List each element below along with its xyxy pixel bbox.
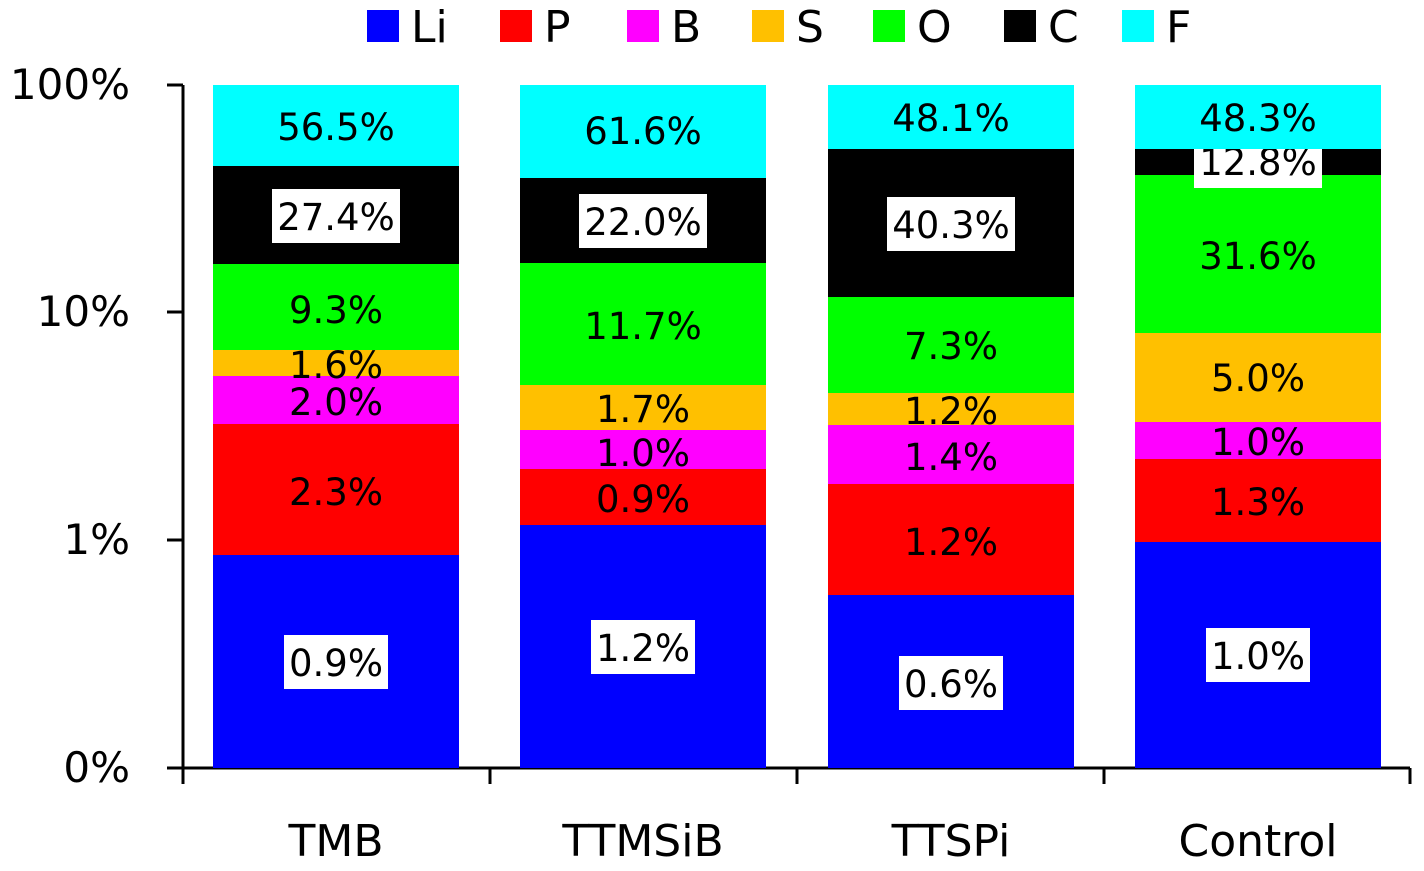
data-label-o: 7.3% [904, 325, 998, 368]
bar-segment-o [828, 297, 1074, 393]
data-label-s: 1.6% [289, 344, 383, 387]
bar-segment-o [1135, 175, 1381, 333]
x-tick-label: TTSPi [891, 816, 1011, 867]
legend-swatch-s [752, 10, 784, 42]
bar-segment-p [1135, 459, 1381, 542]
legend-label-b: B [671, 2, 701, 53]
legend: Li P B S O C F [367, 2, 1191, 53]
data-label-li: 1.0% [1211, 635, 1305, 678]
legend-swatch-li [367, 10, 399, 42]
bar-segment-p [213, 424, 459, 555]
data-label-box [591, 620, 695, 674]
data-label-p: 1.3% [1211, 481, 1305, 524]
bar-segment-b [213, 376, 459, 424]
legend-label-c: C [1048, 2, 1079, 53]
bar-segment-p [520, 469, 766, 525]
legend-swatch-f [1122, 10, 1154, 42]
legend-swatch-c [1004, 10, 1036, 42]
data-label-c: 40.3% [892, 204, 1010, 247]
data-label-o: 11.7% [584, 305, 702, 348]
data-label-s: 1.2% [904, 390, 998, 433]
data-label-o: 9.3% [289, 289, 383, 332]
data-label-f: 48.3% [1199, 97, 1317, 140]
data-label-li: 0.6% [904, 663, 998, 706]
y-tick-label: 100% [10, 60, 130, 109]
y-tick-label: 10% [37, 287, 130, 336]
legend-label-p: P [544, 2, 571, 53]
y-tick-label: 1% [63, 515, 130, 564]
bar-segment-s [1135, 333, 1381, 422]
x-tick-label: TMB [287, 816, 383, 867]
bar-segment-p [828, 484, 1074, 595]
data-label-b: 1.0% [596, 432, 690, 475]
data-label-box [887, 197, 1015, 251]
y-tick-label: 0% [63, 743, 130, 792]
bar-segment-b [1135, 422, 1381, 459]
data-label-li: 0.9% [289, 642, 383, 685]
data-label-f: 56.5% [277, 106, 395, 149]
data-label-s: 5.0% [1211, 357, 1305, 400]
data-label-p: 0.9% [596, 478, 690, 521]
data-label-p: 1.2% [904, 521, 998, 564]
legend-label-s: S [796, 2, 824, 53]
data-label-box [272, 189, 400, 243]
data-label-p: 2.3% [289, 471, 383, 514]
bar-segment-f [1135, 85, 1381, 149]
bar-segment-o [520, 263, 766, 385]
data-label-box [579, 194, 707, 248]
data-label-c: 22.0% [584, 201, 702, 244]
bar-stack-control: 1.0%1.3%1.0%5.0%31.6%12.8%48.3% [1135, 85, 1381, 768]
legend-label-li: Li [411, 2, 448, 53]
bar-segment-f [213, 85, 459, 166]
data-label-box [284, 635, 388, 689]
bar-segment-b [520, 430, 766, 469]
bar-segment-s [828, 393, 1074, 425]
bar-stack-ttmsib: 1.2% 0.9%1.0%1.7% 11.7% 22.0% 61.6% [520, 85, 766, 768]
data-label-f: 61.6% [584, 110, 702, 153]
bar-segment-f [828, 85, 1074, 149]
data-label-li: 1.2% [596, 627, 690, 670]
data-label-o: 31.6% [1199, 235, 1317, 278]
x-tick-label: Control [1178, 816, 1337, 867]
bar-segment-f [520, 85, 766, 178]
bar-segment-o [213, 264, 459, 350]
bar-stack-tmb: 0.9% 2.3% 2.0%1.6% 9.3% 27.4% 56.5% [213, 85, 459, 768]
bar-stack-ttspi: 0.6%1.2%1.4%1.2%7.3%40.3%48.1% [828, 85, 1074, 768]
legend-swatch-o [873, 10, 905, 42]
data-label-f: 48.1% [892, 97, 1010, 140]
bar-segment-s [213, 350, 459, 376]
legend-swatch-p [500, 10, 532, 42]
data-label-box [1206, 628, 1310, 682]
legend-label-f: F [1166, 2, 1191, 53]
data-label-c: 27.4% [277, 196, 395, 239]
data-label-b: 2.0% [289, 381, 383, 424]
legend-swatch-b [627, 10, 659, 42]
data-label-b: 1.4% [904, 436, 998, 479]
bar-segment-s [520, 385, 766, 430]
legend-label-o: O [917, 2, 952, 53]
data-label-box [899, 656, 1003, 710]
x-tick-label: TTMSiB [561, 816, 723, 867]
data-label-b: 1.0% [1211, 421, 1305, 464]
data-label-s: 1.7% [596, 388, 690, 431]
bar-segment-b [828, 425, 1074, 484]
